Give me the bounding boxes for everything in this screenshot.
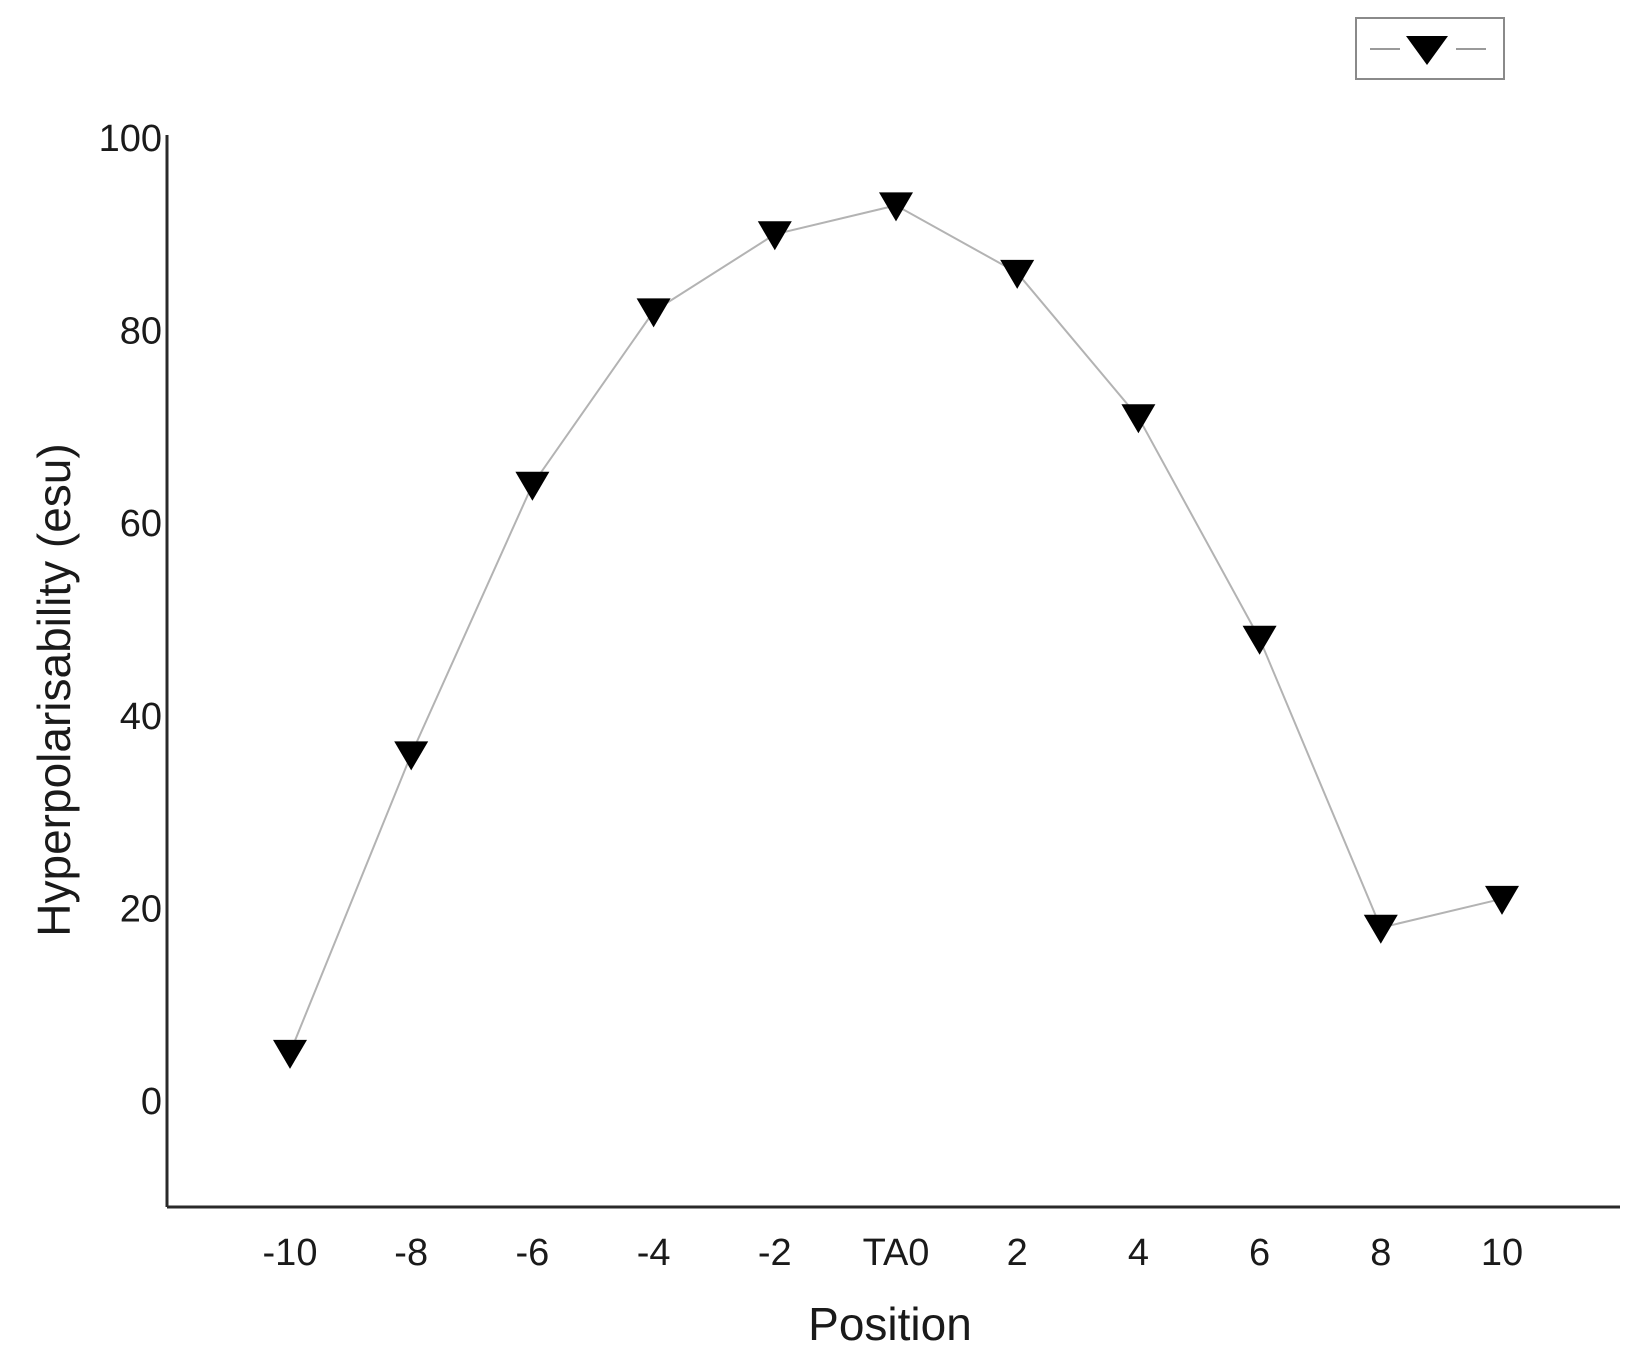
x-tick-label: 6 [1249, 1232, 1270, 1274]
x-tick-label: 10 [1481, 1232, 1523, 1274]
data-point-marker [1485, 885, 1519, 915]
legend [1355, 17, 1505, 80]
y-axis-title: Hyperpolarisability (esu) [28, 443, 80, 936]
data-point-marker [1242, 625, 1277, 655]
data-point-marker [636, 298, 671, 328]
y-tick-label: 80 [120, 311, 162, 353]
y-tick-label: 0 [141, 1081, 162, 1123]
x-tick-label: -2 [758, 1232, 792, 1274]
data-point-marker [879, 192, 913, 222]
x-tick-label: 8 [1370, 1232, 1391, 1274]
data-point-marker [1000, 259, 1035, 289]
series-group [273, 192, 1519, 1069]
legend-marker [1406, 36, 1448, 65]
data-point-marker [394, 741, 429, 771]
x-tick-label: 2 [1007, 1232, 1028, 1274]
data-point-marker [273, 1039, 307, 1069]
x-axis-title: Position [808, 1298, 972, 1350]
x-tick-label: -6 [516, 1232, 550, 1274]
y-tick-labels: 0 20 40 60 80 100 [99, 118, 162, 1123]
x-tick-label: -10 [263, 1232, 318, 1274]
x-tick-labels: -10 -8 -6 -4 -2 TA0 2 4 6 8 10 [263, 1232, 1524, 1274]
x-tick-label: -8 [394, 1232, 428, 1274]
data-point-marker [1363, 914, 1398, 944]
x-tick-label: 4 [1128, 1232, 1149, 1274]
data-point-marker [515, 471, 550, 501]
x-tick-label: -4 [637, 1232, 671, 1274]
y-tick-label: 100 [99, 118, 162, 160]
data-point-marker [1121, 404, 1156, 434]
y-tick-label: 40 [120, 696, 162, 738]
y-tick-label: 60 [120, 503, 162, 545]
x-tick-label: TA0 [863, 1232, 930, 1274]
data-point-marker [757, 221, 792, 251]
y-tick-label: 20 [120, 888, 162, 930]
axes [165, 135, 1620, 1209]
